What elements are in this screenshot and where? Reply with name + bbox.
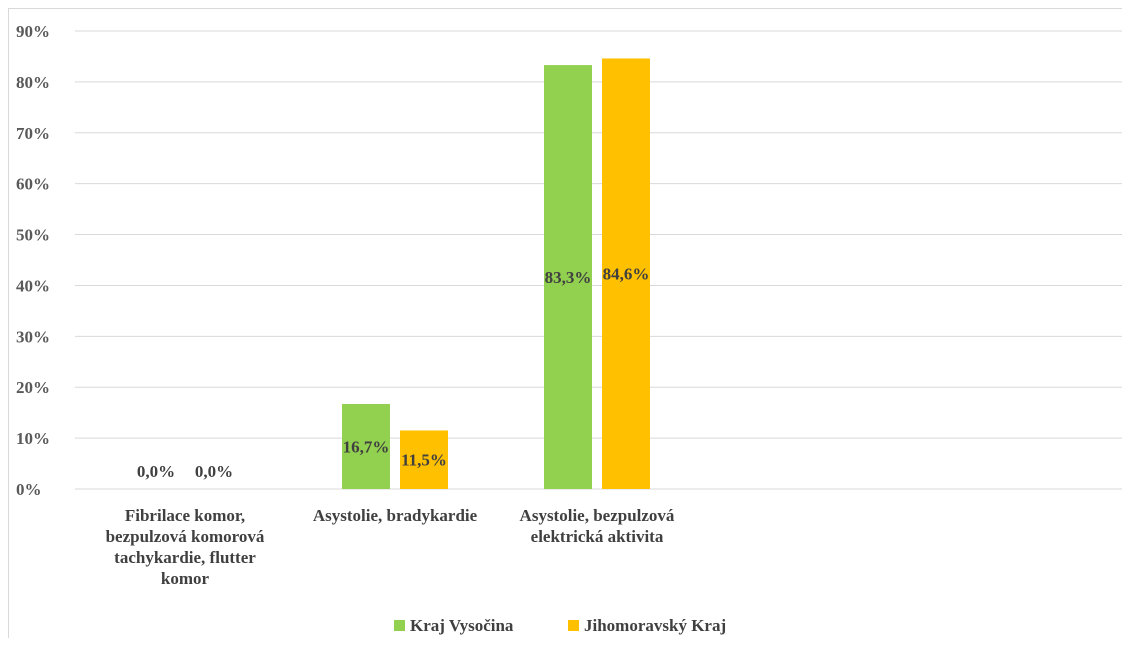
y-tick-label: 50% <box>16 226 50 245</box>
gridlines <box>75 30 1122 490</box>
bar-jihomoravsky-kraj <box>400 430 448 489</box>
legend: Kraj Vysočina Jihomoravský Kraj <box>394 616 726 635</box>
y-tick-label: 0% <box>16 480 42 499</box>
x-category-label-line: bezpulzová komorová <box>106 527 265 546</box>
x-axis-category-labels: Fibrilace komor, bezpulzová komorová tachy… <box>106 506 675 588</box>
y-tick-label: 20% <box>16 378 50 397</box>
legend-label: Jihomoravský Kraj <box>584 616 726 635</box>
y-tick-label: 10% <box>16 429 50 448</box>
legend-swatch <box>568 620 579 631</box>
y-tick-label: 80% <box>16 73 50 92</box>
data-label: 0,0% <box>137 462 175 481</box>
y-tick-label: 40% <box>16 276 50 295</box>
data-label: 83,3% <box>545 268 592 287</box>
y-tick-label: 60% <box>16 175 50 194</box>
bars <box>342 58 650 490</box>
x-category-label: Asystolie, bezpulzová elektrická aktivita <box>520 506 675 546</box>
legend-swatch <box>394 620 405 631</box>
x-category-label-line: elektrická aktivita <box>531 527 664 546</box>
y-tick-label: 70% <box>16 124 50 143</box>
bar-kraj-vysocina <box>342 404 390 489</box>
data-label: 84,6% <box>603 265 650 284</box>
bar-jihomoravsky-kraj <box>602 58 650 489</box>
x-category-label: Fibrilace komor, bezpulzová komorová tachy… <box>106 506 265 588</box>
y-tick-label: 30% <box>16 327 50 346</box>
x-category-label-line: tachykardie, flutter <box>114 548 256 567</box>
x-category-label-line: Fibrilace komor, <box>125 506 245 525</box>
data-label: 16,7% <box>343 438 390 457</box>
y-tick-label: 90% <box>16 22 50 41</box>
x-category-label-line: Asystolie, bezpulzová <box>520 506 675 525</box>
x-category-label: Asystolie, bradykardie <box>313 506 478 525</box>
data-labels: 0,0% 16,7% 83,3% 0,0% 11,5% 84,6% <box>137 265 650 481</box>
data-label: 11,5% <box>401 451 447 470</box>
y-axis-tick-labels: 0% 10% 20% 30% 40% 50% 60% 70% 80% 90% <box>16 22 50 499</box>
chart-frame <box>8 8 1122 638</box>
data-label: 0,0% <box>195 462 233 481</box>
x-category-label-line: komor <box>161 569 210 588</box>
x-category-label-line: Asystolie, bradykardie <box>313 506 478 525</box>
legend-label: Kraj Vysočina <box>410 616 514 635</box>
bar-kraj-vysocina <box>544 65 592 490</box>
